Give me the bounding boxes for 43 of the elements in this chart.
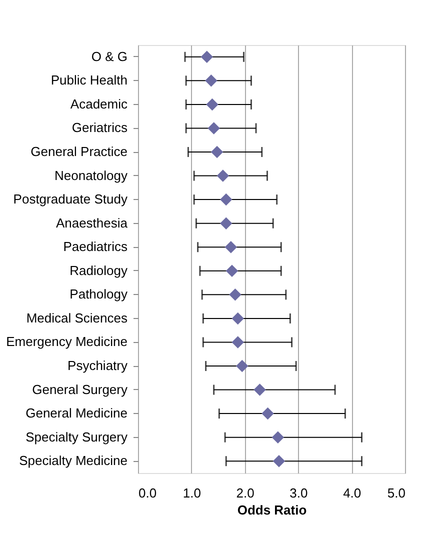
y-tick-label: Specialty Surgery — [26, 429, 128, 444]
point — [236, 360, 248, 372]
y-tick-label: Neonatology — [54, 168, 128, 183]
y-tick-label: Pathology — [70, 286, 128, 302]
y-tick-label: Academic — [70, 96, 128, 112]
point — [272, 454, 286, 468]
x-tick-label: 5.0 — [387, 486, 406, 500]
point — [229, 288, 242, 301]
y-tick-label: O & G — [91, 48, 128, 64]
y-tick-label: Psychiatry — [68, 358, 128, 373]
point — [232, 312, 244, 325]
y-tick-label: Paediatrics — [63, 239, 128, 254]
y-tick-label: Anaesthesia — [56, 215, 128, 230]
point — [254, 384, 266, 396]
point — [262, 407, 274, 420]
x-tick-label: 0.0 — [138, 486, 157, 500]
point — [200, 50, 214, 64]
point — [216, 170, 230, 182]
y-tick-label: Postgraduate Study — [13, 192, 128, 207]
point — [272, 431, 284, 444]
point — [210, 146, 224, 158]
x-tick-label: 1.0 — [182, 486, 201, 500]
point — [220, 193, 232, 206]
x-axis-title: Odds Ratio — [237, 502, 307, 518]
x-tick-label: 2.0 — [236, 486, 254, 500]
point — [220, 217, 232, 230]
point — [224, 240, 238, 254]
y-tick-label: Specialty Medicine — [19, 453, 128, 468]
x-tick-label: 3.0 — [290, 486, 308, 500]
y-tick-label: Geriatrics — [72, 120, 128, 136]
y-tick-label: Medical Sciences — [26, 310, 128, 326]
x-tick-label: 4.0 — [343, 486, 362, 500]
point — [232, 336, 244, 348]
y-tick-label: Radiology — [70, 262, 128, 278]
y-tick-label: General Practice — [30, 144, 128, 159]
point — [205, 74, 218, 87]
y-tick-label: Public Health — [50, 72, 128, 88]
point — [208, 122, 220, 134]
y-tick-label: General Surgery — [32, 382, 128, 397]
point — [206, 98, 218, 111]
y-tick-label: General Medicine — [26, 406, 128, 421]
point — [226, 264, 238, 278]
y-tick-label: Emergency Medicine — [6, 334, 128, 350]
